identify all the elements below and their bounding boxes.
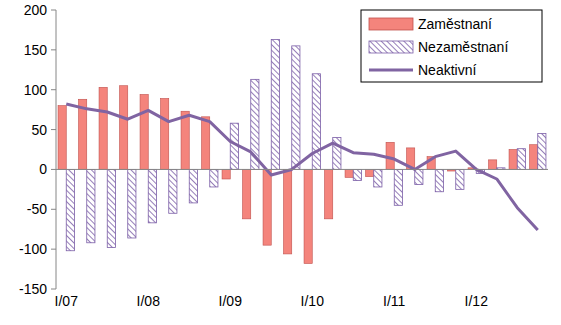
bar <box>345 169 353 177</box>
bar <box>374 169 382 187</box>
bar <box>210 169 218 187</box>
bar <box>353 169 361 180</box>
bar <box>181 111 189 169</box>
legend-symbol <box>369 41 413 53</box>
bar <box>456 169 464 189</box>
y-tick <box>51 209 56 210</box>
y-tick-label: 50 <box>31 122 47 138</box>
y-axis: -150 -100 -50 0 50 100 150 200 <box>19 2 56 297</box>
y-tick <box>51 289 56 290</box>
bar <box>366 169 374 176</box>
bar <box>243 169 251 218</box>
y-tick-label: 0 <box>39 161 47 177</box>
y-tick <box>51 49 56 50</box>
x-tick-label: I/09 <box>219 293 243 309</box>
y-tick-label: 150 <box>24 42 48 58</box>
y-tick <box>51 10 56 11</box>
y-tick-label: 100 <box>24 82 48 98</box>
bar <box>263 169 271 245</box>
legend-label: Zaměstnaní <box>418 16 492 32</box>
bar <box>386 142 394 169</box>
x-tick-label: I/08 <box>137 293 161 309</box>
bar <box>66 169 74 250</box>
bar <box>304 169 312 263</box>
bar <box>148 169 156 222</box>
bar <box>292 46 300 170</box>
legend-box <box>361 10 542 82</box>
x-tick-label: I/11 <box>383 293 406 309</box>
x-axis: I/07 I/08 I/09 I/10 I/11 I/12 <box>55 293 489 309</box>
legend-label: Nezaměstnaní <box>418 39 508 55</box>
chart: -150-100-50050100150200I/07I/08I/09I/10I… <box>0 0 561 325</box>
bar <box>538 134 546 170</box>
x-tick-label: I/07 <box>55 293 79 309</box>
bar <box>530 145 538 170</box>
x-tick-label: I/10 <box>301 293 325 309</box>
y-axis-line <box>56 10 57 289</box>
bar <box>128 169 136 238</box>
plot-area <box>58 39 546 263</box>
bar <box>58 106 66 170</box>
bar <box>87 169 95 242</box>
bar <box>161 98 169 169</box>
y-tick-label: 200 <box>24 2 48 18</box>
bar <box>325 169 333 218</box>
y-tick <box>51 169 56 170</box>
bar <box>271 39 279 169</box>
legend-label: Neaktivní <box>418 62 476 78</box>
bar <box>415 169 423 184</box>
bar <box>120 86 128 170</box>
bar <box>394 169 402 205</box>
bar <box>222 169 230 179</box>
legend-symbol <box>369 18 413 30</box>
y-tick <box>51 249 56 250</box>
bar <box>489 160 497 170</box>
legend-symbol <box>369 69 413 72</box>
bar <box>140 94 148 169</box>
bar <box>284 169 292 253</box>
y-tick <box>51 89 56 90</box>
bar <box>509 150 517 170</box>
bar <box>312 74 320 170</box>
y-tick-label: -50 <box>27 201 47 217</box>
bar <box>169 169 177 213</box>
y-tick <box>51 129 56 130</box>
x-tick-label: I/12 <box>465 293 489 309</box>
legend: Zaměstnaní Nezaměstnaní Neaktivní <box>361 10 542 82</box>
bar <box>107 169 115 247</box>
y-tick-label: -150 <box>19 281 47 297</box>
bar <box>435 169 443 191</box>
line <box>66 104 538 230</box>
y-tick-label: -100 <box>19 241 47 257</box>
bar <box>189 169 197 202</box>
bar <box>202 117 210 170</box>
zero-line <box>56 169 548 170</box>
bar <box>517 149 525 170</box>
bar <box>99 87 107 169</box>
